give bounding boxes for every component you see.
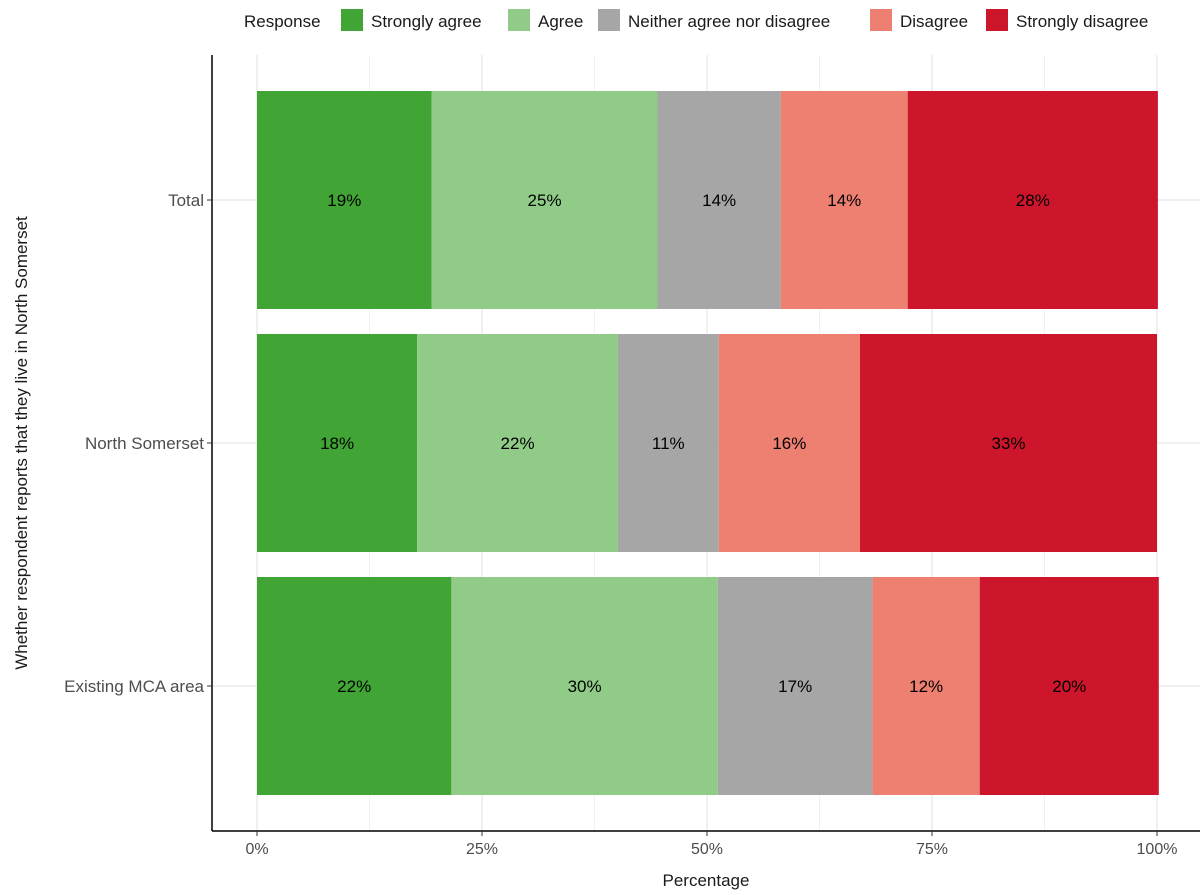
data-label: 28% [1016, 191, 1050, 210]
legend-title: Response [244, 12, 321, 31]
bar-segment-total-disagree [780, 91, 908, 309]
bar-segment-north-somerset-neither-agree-nor-disagree [617, 334, 719, 552]
data-label: 16% [772, 434, 806, 453]
y-tick-label: Existing MCA area [64, 677, 204, 696]
y-axis-title: Whether respondent reports that they liv… [12, 216, 31, 670]
legend-label: Neither agree nor disagree [628, 12, 830, 31]
data-label: 25% [528, 191, 562, 210]
x-tick-label: 100% [1137, 841, 1178, 858]
x-axis-title: Percentage [663, 871, 750, 890]
y-tick-label: North Somerset [85, 434, 204, 453]
data-label: 18% [320, 434, 354, 453]
legend-swatch [986, 9, 1008, 31]
data-label: 30% [568, 677, 602, 696]
legend: Response Strongly agree Agree Neither agre… [244, 9, 1148, 31]
x-tick-label: 0% [245, 841, 268, 858]
bars: 19% 25% 14% 14% 28% 18% 22% 11% 16% 33% 22% 30% 17% 1… [257, 91, 1159, 795]
data-label: 22% [337, 677, 371, 696]
data-label: 11% [652, 434, 685, 453]
data-label: 33% [991, 434, 1025, 453]
legend-label: Strongly disagree [1016, 12, 1148, 31]
bar-segment-existing-mca-area-disagree [872, 577, 980, 795]
bar-segment-north-somerset-agree [417, 334, 618, 552]
data-label: 12% [909, 677, 943, 696]
data-label: 19% [327, 191, 361, 210]
data-label: 14% [702, 191, 736, 210]
x-tick-label: 25% [466, 841, 498, 858]
data-label: 17% [778, 677, 812, 696]
data-label: 14% [827, 191, 861, 210]
bar-segment-total-strongly-disagree [907, 91, 1158, 309]
legend-label: Agree [538, 12, 583, 31]
legend-swatch [508, 9, 530, 31]
bar-segment-existing-mca-area-neither-agree-nor-disagree [717, 577, 873, 795]
legend-label: Strongly agree [371, 12, 482, 31]
y-tick-labels: Total North Somerset Existing MCA area [64, 191, 212, 696]
x-tick-label: 50% [691, 841, 723, 858]
x-tick-labels: 0% 25% 50% 75% 100% [245, 831, 1177, 858]
legend-label: Disagree [900, 12, 968, 31]
y-tick-label: Total [168, 191, 204, 210]
bar-segment-total-agree [431, 91, 658, 309]
bar-segment-existing-mca-area-strongly-disagree [979, 577, 1159, 795]
legend-swatch [598, 9, 620, 31]
bar-segment-north-somerset-strongly-agree [257, 334, 418, 552]
legend-swatch [870, 9, 892, 31]
data-label: 20% [1052, 677, 1086, 696]
legend-swatch [341, 9, 363, 31]
bar-segment-total-neither-agree-nor-disagree [657, 91, 781, 309]
bar-segment-total-strongly-agree [257, 91, 432, 309]
bar-segment-existing-mca-area-strongly-agree [257, 577, 452, 795]
bar-segment-existing-mca-area-agree [451, 577, 718, 795]
data-label: 22% [501, 434, 535, 453]
bar-segment-north-somerset-disagree [718, 334, 860, 552]
x-tick-label: 75% [916, 841, 948, 858]
bar-segment-north-somerset-strongly-disagree [860, 334, 1157, 552]
